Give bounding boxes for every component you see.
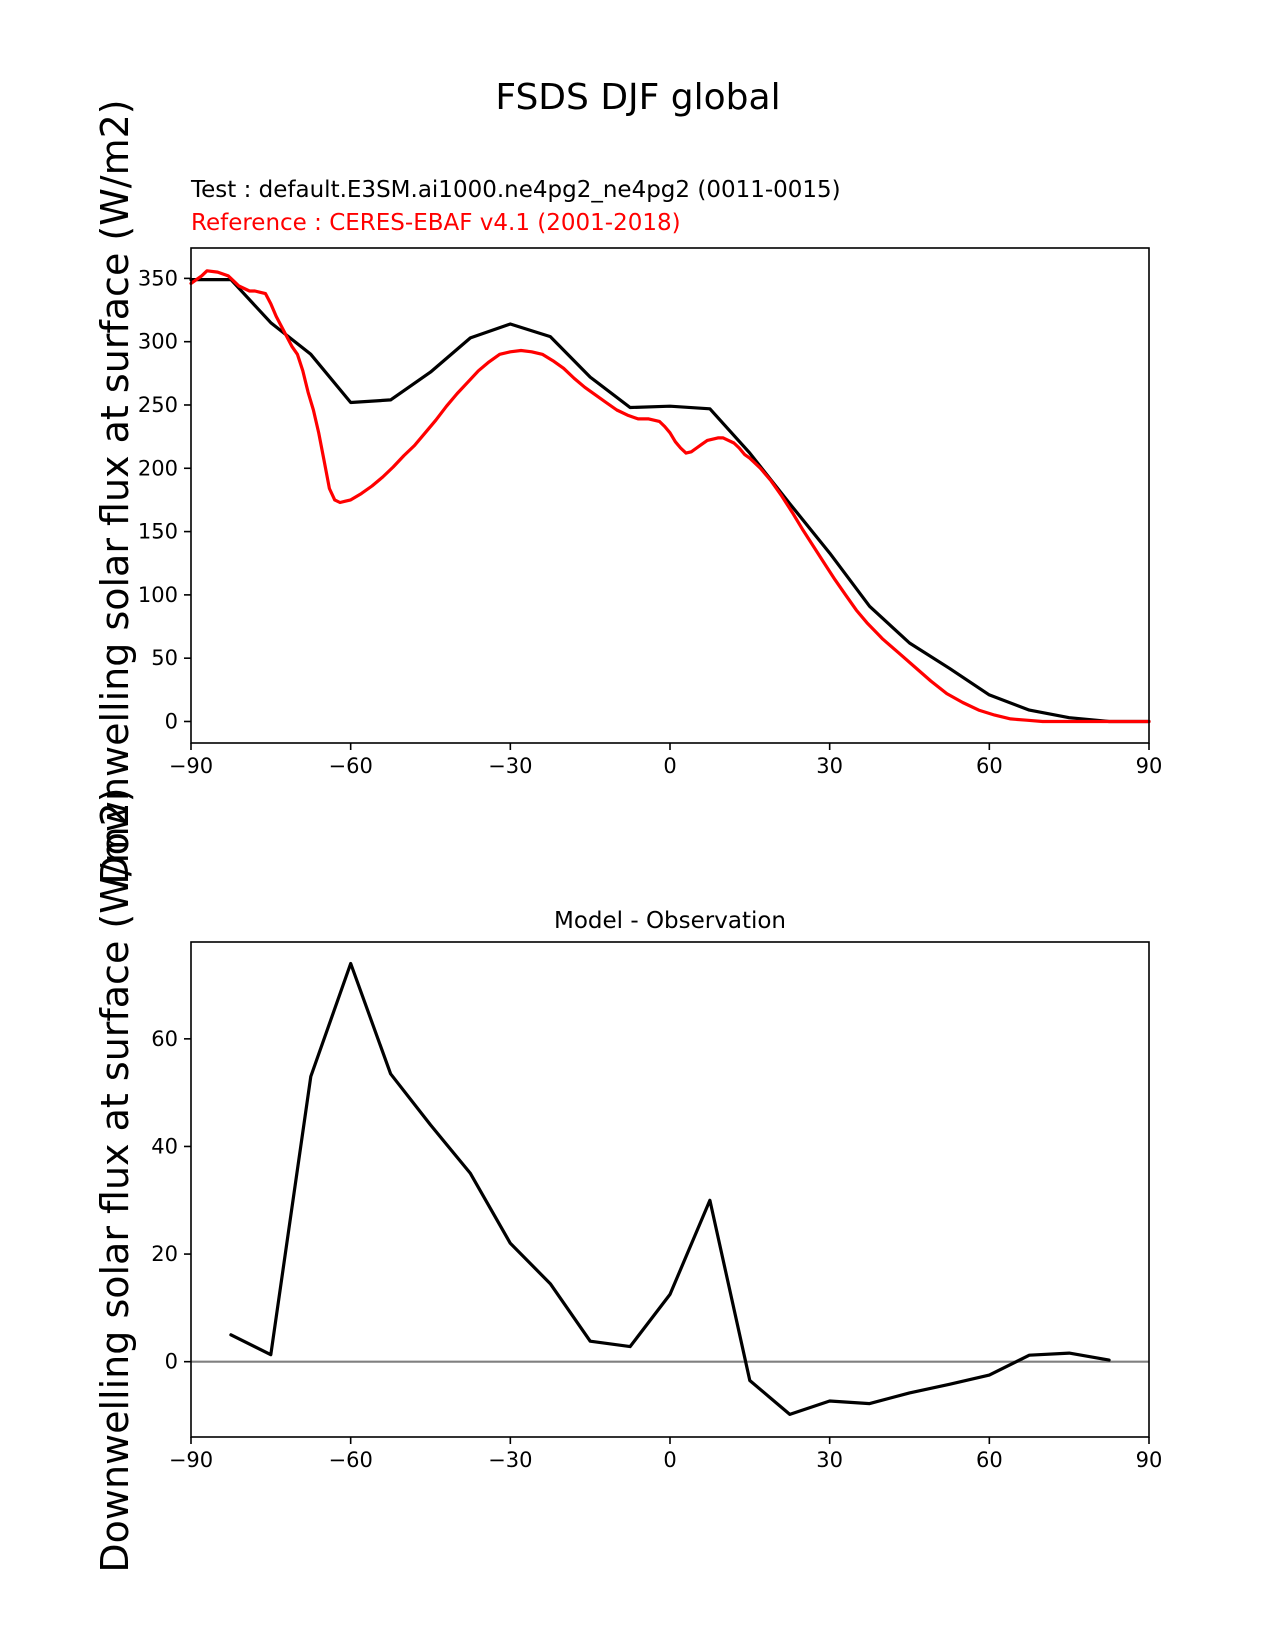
top-series-layer	[189, 269, 1151, 724]
y-tick-label: 0	[165, 1350, 178, 1374]
bottom-series-layer	[191, 961, 1149, 1417]
x-tick-label: −30	[488, 754, 532, 778]
bottom-ticks-layer: −90 −60 −30 0 30 60 90 0 20 40 60	[151, 1027, 1162, 1472]
series-line-0	[229, 961, 1111, 1417]
y-tick-label: 150	[138, 520, 178, 544]
x-tick-label: 60	[976, 1448, 1003, 1472]
test-subtitle: Test : default.E3SM.ai1000.ne4pg2_ne4pg2…	[190, 177, 841, 203]
x-tick-label: 30	[816, 754, 843, 778]
x-tick-label: −90	[169, 1448, 213, 1472]
y-tick-label: 60	[151, 1027, 178, 1051]
x-tick-label: 0	[663, 1448, 676, 1472]
x-tick-label: −30	[488, 1448, 532, 1472]
bottom-panel-title: Model - Observation	[554, 908, 786, 934]
figure-title: FSDS DJF global	[495, 77, 780, 118]
x-tick-label: −60	[329, 754, 373, 778]
y-tick-label: 300	[138, 330, 178, 354]
bottom-plot-frame	[190, 941, 1150, 1438]
y-tick-label: 100	[138, 583, 178, 607]
x-tick-label: 0	[663, 754, 676, 778]
x-tick-label: −90	[169, 754, 213, 778]
y-tick-label: 40	[151, 1134, 178, 1158]
top-panel: Test : default.E3SM.ai1000.ne4pg2_ne4pg2…	[93, 99, 1162, 884]
x-tick-label: 90	[1136, 1448, 1163, 1472]
y-tick-label: 350	[138, 266, 178, 290]
y-tick-label: 250	[138, 393, 178, 417]
y-tick-label: 50	[151, 646, 178, 670]
top-ticks-layer: −90 −60 −30 0 30 60 90 0 50 100 150 200 250 300 350	[138, 266, 1162, 778]
x-tick-label: 90	[1136, 754, 1163, 778]
x-tick-label: −60	[329, 1448, 373, 1472]
series-line-0	[189, 278, 1151, 724]
y-tick-label: 0	[165, 709, 178, 733]
bottom-panel: Model - Observation Downwelling solar fl…	[93, 787, 1162, 1572]
y-tick-label: 200	[138, 456, 178, 480]
top-y-axis-label: Downwelling solar flux at surface (W/m2)	[93, 99, 137, 884]
bottom-y-axis-label: Downwelling solar flux at surface (W/m2)	[93, 787, 137, 1572]
series-line-1	[189, 269, 1151, 724]
reference-subtitle: Reference : CERES-EBAF v4.1 (2001-2018)	[191, 210, 681, 236]
x-tick-label: 30	[816, 1448, 843, 1472]
x-tick-label: 60	[976, 754, 1003, 778]
y-tick-label: 20	[151, 1242, 178, 1266]
top-plot-frame	[190, 247, 1150, 744]
